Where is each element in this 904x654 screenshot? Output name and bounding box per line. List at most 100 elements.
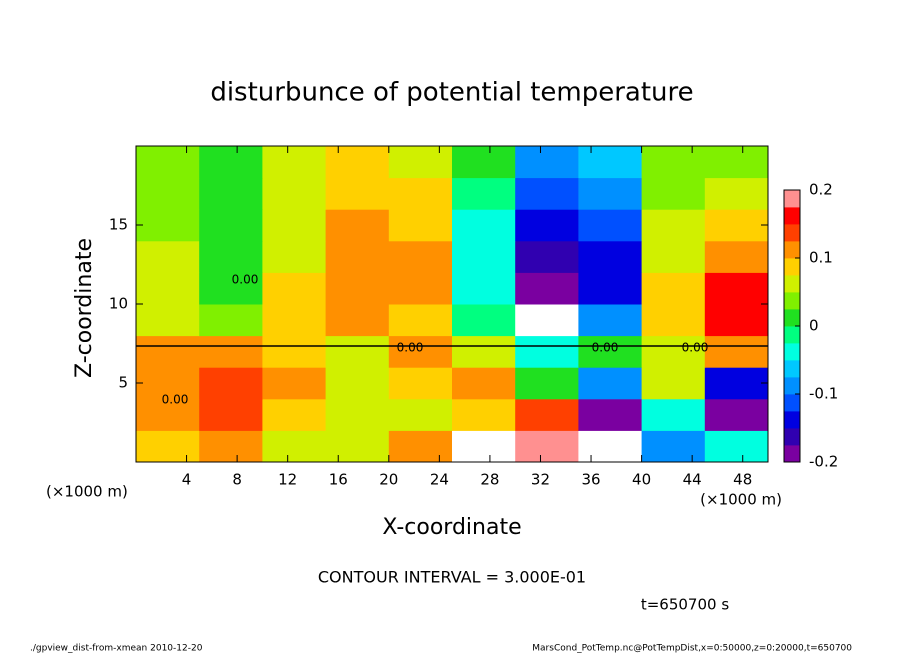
contour-label: 0.00 bbox=[682, 341, 709, 355]
field-cell bbox=[515, 398, 579, 431]
colorbar-band bbox=[784, 377, 800, 395]
field-cell bbox=[199, 209, 263, 242]
x-tick-label: 40 bbox=[632, 471, 651, 489]
field-cell bbox=[578, 398, 643, 431]
colorbar-tick-label: -0.2 bbox=[809, 453, 838, 471]
colorbar-band bbox=[784, 428, 800, 446]
field-cell bbox=[641, 146, 706, 179]
footer-left: ./gpview_dist-from-xmean 2010-12-20 bbox=[30, 644, 203, 654]
field-cell bbox=[325, 146, 390, 179]
time-label: t=650700 s bbox=[641, 596, 729, 614]
field-cell bbox=[136, 430, 200, 463]
field-cell bbox=[388, 272, 453, 305]
field-cell bbox=[199, 272, 263, 305]
field-cell bbox=[388, 335, 453, 368]
field-cell bbox=[262, 177, 327, 210]
y-tick-label: 15 bbox=[109, 216, 128, 234]
field-cell bbox=[136, 335, 200, 368]
colorbar-tick-label: -0.1 bbox=[809, 385, 838, 403]
field-cell bbox=[325, 272, 390, 305]
field-cell bbox=[515, 177, 579, 210]
field-cell bbox=[325, 209, 390, 242]
field-cell bbox=[578, 430, 643, 463]
colorbar-tick-label: 0 bbox=[809, 317, 819, 335]
field-cell bbox=[262, 398, 327, 431]
field-cell bbox=[515, 304, 579, 337]
colorbar-tick-label: 0.1 bbox=[809, 249, 833, 267]
field-cell bbox=[641, 335, 706, 368]
y-axis-label: Z-coordinate bbox=[72, 238, 97, 378]
field-cell bbox=[388, 209, 453, 242]
x-tick-label: 44 bbox=[683, 471, 702, 489]
field-cell bbox=[325, 398, 390, 431]
colorbar-band bbox=[784, 190, 800, 208]
field-cell bbox=[325, 177, 390, 210]
field-cell bbox=[388, 398, 453, 431]
x-tick-label: 20 bbox=[379, 471, 398, 489]
y-unit: (×1000 m) bbox=[46, 483, 128, 501]
field-cell bbox=[515, 335, 579, 368]
field-cell bbox=[641, 304, 706, 337]
field-cell bbox=[388, 304, 453, 337]
field-cell bbox=[515, 367, 579, 400]
field-cell bbox=[325, 367, 390, 400]
field-cell bbox=[452, 304, 516, 337]
field-cell bbox=[515, 209, 579, 242]
field-cell bbox=[262, 335, 327, 368]
colorbar-band bbox=[784, 207, 800, 225]
field-cell bbox=[452, 146, 516, 179]
field-cell bbox=[578, 272, 643, 305]
colorbar-band bbox=[784, 445, 800, 463]
x-tick-label: 12 bbox=[278, 471, 297, 489]
field-cell bbox=[388, 146, 453, 179]
field-cell bbox=[641, 177, 706, 210]
x-tick-label: 28 bbox=[480, 471, 499, 489]
field-cell bbox=[199, 177, 263, 210]
field-cell bbox=[199, 367, 263, 400]
field-cell bbox=[515, 146, 579, 179]
colorbar-band bbox=[784, 411, 800, 429]
contour-interval: CONTOUR INTERVAL = 3.000E-01 bbox=[318, 568, 586, 587]
field-cell bbox=[452, 335, 516, 368]
field-cell bbox=[199, 430, 263, 463]
colorbar-band bbox=[784, 292, 800, 310]
field-cell bbox=[704, 367, 769, 400]
footer-right: MarsCond_PotTemp.nc@PotTempDist,x=0:5000… bbox=[532, 644, 852, 654]
colorbar-band bbox=[784, 360, 800, 378]
field-cell bbox=[388, 367, 453, 400]
field-cell bbox=[704, 177, 769, 210]
colorbar-band bbox=[784, 275, 800, 293]
field-cell bbox=[578, 177, 643, 210]
field-cell bbox=[704, 209, 769, 242]
field-cell bbox=[136, 146, 200, 179]
field-cell bbox=[136, 209, 200, 242]
field-cell bbox=[136, 304, 200, 337]
field-cell bbox=[515, 272, 579, 305]
field-cell bbox=[136, 272, 200, 305]
field-cell bbox=[136, 177, 200, 210]
field-cell bbox=[136, 367, 200, 400]
field-cell bbox=[704, 304, 769, 337]
field-cell bbox=[262, 367, 327, 400]
field-cell bbox=[388, 240, 453, 273]
field-cell bbox=[136, 398, 200, 431]
field-cell bbox=[262, 209, 327, 242]
field-cell bbox=[325, 430, 390, 463]
field-cell bbox=[452, 272, 516, 305]
field-cell bbox=[641, 367, 706, 400]
colorbar-band bbox=[784, 241, 800, 259]
field-cell bbox=[262, 240, 327, 273]
field-cell bbox=[388, 430, 453, 463]
x-tick-label: 8 bbox=[232, 471, 242, 489]
contour-label: 0.00 bbox=[162, 393, 189, 407]
field-cell bbox=[452, 240, 516, 273]
contour-label: 0.00 bbox=[397, 341, 424, 355]
contour-label: 0.00 bbox=[232, 273, 259, 287]
x-unit: (×1000 m) bbox=[700, 491, 782, 509]
x-tick-label: 16 bbox=[329, 471, 348, 489]
field-cell bbox=[452, 209, 516, 242]
field-cell bbox=[704, 335, 769, 368]
colorbar-band bbox=[784, 258, 800, 276]
field-cell bbox=[199, 146, 263, 179]
